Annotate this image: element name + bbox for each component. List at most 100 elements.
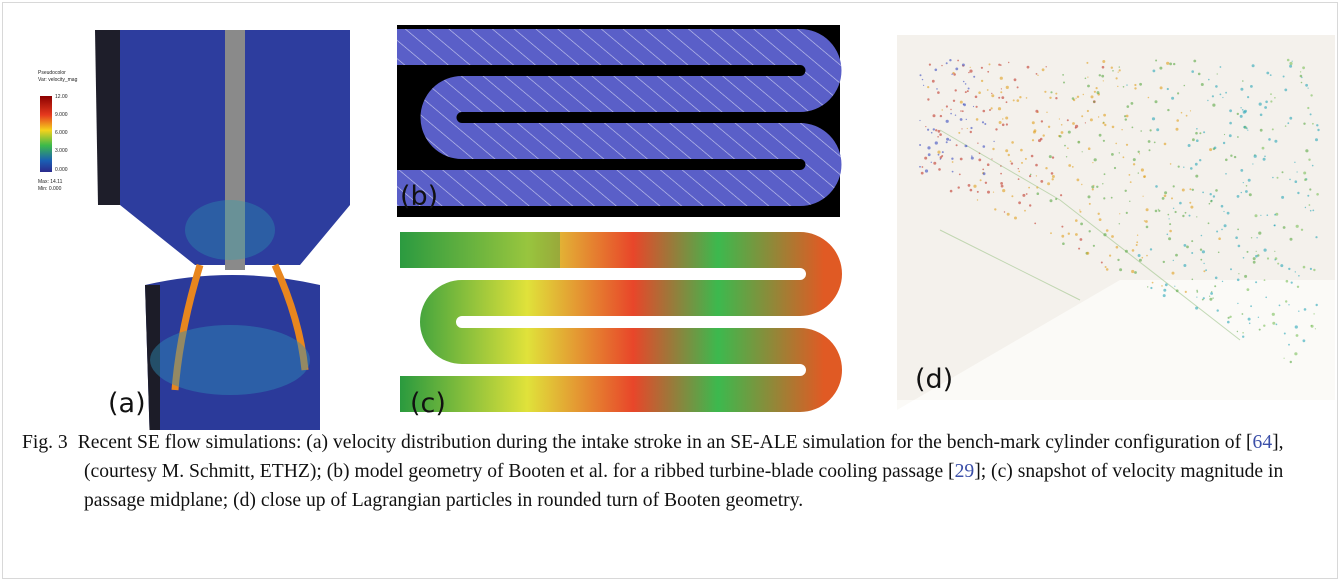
particle	[989, 109, 991, 111]
particle	[1134, 271, 1137, 274]
particle	[1168, 214, 1170, 216]
particle	[1031, 155, 1034, 158]
particle	[1099, 74, 1101, 76]
particle	[1149, 149, 1151, 151]
particle	[1068, 164, 1071, 167]
particle	[966, 146, 967, 147]
particle	[1163, 294, 1166, 297]
particle	[1103, 140, 1105, 142]
colorbar-min: Min: 0.000	[38, 186, 62, 192]
particle	[1067, 147, 1069, 149]
particle	[1018, 171, 1020, 173]
particle	[1201, 83, 1204, 86]
particle	[1181, 112, 1183, 114]
particle	[1297, 192, 1299, 194]
particle	[1139, 153, 1140, 154]
particle	[1310, 210, 1312, 212]
particle	[1153, 70, 1156, 73]
particle	[1230, 268, 1232, 270]
particle	[1143, 175, 1146, 178]
particle	[1038, 139, 1041, 142]
particle	[1179, 202, 1182, 205]
particle	[987, 89, 989, 91]
particle	[1312, 123, 1314, 125]
particle	[1018, 201, 1021, 204]
particle	[994, 208, 996, 210]
particle	[1253, 257, 1256, 260]
particle	[1287, 122, 1289, 124]
particle	[1209, 298, 1212, 301]
particle	[1055, 97, 1057, 99]
particle	[1264, 156, 1266, 158]
particle	[1297, 286, 1299, 288]
particle	[1199, 159, 1201, 161]
particle	[1103, 233, 1106, 236]
particle	[1087, 110, 1089, 112]
particle	[1159, 67, 1162, 70]
particle	[1186, 246, 1189, 249]
particle	[1088, 195, 1091, 198]
particle	[952, 161, 954, 163]
particle	[1168, 237, 1171, 240]
particle	[924, 157, 927, 160]
particle	[1005, 149, 1008, 152]
particle	[1280, 264, 1283, 267]
particle	[1218, 252, 1220, 254]
particle	[976, 118, 979, 121]
particle	[960, 158, 963, 161]
particle	[1035, 110, 1038, 113]
particle	[976, 106, 978, 108]
particle	[1189, 215, 1191, 217]
particle	[1178, 166, 1180, 168]
particle	[1310, 268, 1312, 270]
particle	[1192, 279, 1194, 281]
particle	[920, 74, 922, 76]
particle	[1000, 64, 1002, 66]
particle	[1167, 109, 1169, 111]
particle	[1127, 105, 1130, 108]
particle	[968, 72, 969, 73]
particle	[1169, 230, 1172, 233]
particle	[1062, 242, 1065, 245]
particle	[1222, 97, 1223, 98]
particle	[1077, 141, 1080, 144]
particle	[1011, 195, 1013, 197]
particle	[1087, 85, 1090, 88]
particle	[1227, 321, 1230, 324]
particle	[1111, 197, 1113, 199]
particle	[1025, 158, 1027, 160]
panel-b	[397, 25, 840, 217]
particle	[1288, 268, 1290, 270]
particle	[1099, 218, 1102, 221]
particle	[1036, 175, 1037, 176]
citation[interactable]: 64	[1253, 432, 1273, 453]
particle	[1225, 159, 1228, 162]
particle	[1237, 331, 1238, 332]
particle	[1289, 62, 1292, 65]
particle	[958, 132, 960, 134]
colorbar-tick: 6.000	[55, 130, 68, 136]
particle	[1146, 255, 1148, 257]
particle	[970, 189, 973, 192]
citation[interactable]: 29	[955, 461, 975, 482]
particle	[1010, 160, 1012, 162]
particle	[927, 86, 929, 88]
particle	[1093, 101, 1095, 103]
particle	[1114, 167, 1116, 169]
particle	[1274, 140, 1277, 143]
particle	[1203, 270, 1205, 272]
particle	[1061, 124, 1063, 126]
particle	[1289, 117, 1292, 120]
particle	[1002, 189, 1005, 192]
particle	[979, 153, 981, 155]
particle	[1188, 144, 1191, 147]
particle	[991, 94, 994, 97]
particle	[1048, 126, 1050, 128]
particle	[1267, 214, 1269, 216]
particle	[931, 132, 933, 134]
particle	[1242, 313, 1244, 315]
particle	[1138, 254, 1141, 257]
particle	[1132, 127, 1134, 129]
particle	[939, 133, 942, 136]
particle	[1263, 325, 1265, 327]
